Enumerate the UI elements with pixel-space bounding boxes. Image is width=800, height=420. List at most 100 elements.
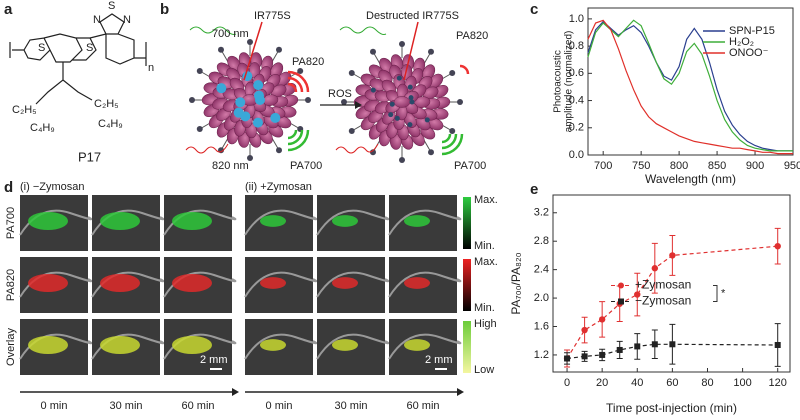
ligand-end — [370, 149, 376, 156]
data-line — [587, 19, 793, 152]
point — [774, 341, 781, 348]
data-line — [587, 20, 793, 152]
fragment — [394, 115, 400, 121]
light-wave — [339, 26, 387, 35]
colorbar-label: High — [474, 318, 497, 330]
panel-label: d — [4, 179, 13, 196]
arrow-head — [355, 101, 362, 109]
x-tick-label: 80 — [701, 377, 713, 389]
fragment — [407, 84, 413, 90]
tissue-outline — [244, 209, 318, 236]
diagram-label: 820 nm — [212, 160, 249, 172]
dye — [216, 83, 227, 94]
ligand-end — [196, 126, 203, 132]
point — [581, 326, 588, 334]
time-label: 30 min — [334, 400, 367, 412]
data-line — [587, 19, 793, 155]
point — [669, 252, 676, 259]
x-tick-label: 120 — [769, 377, 787, 389]
ligand-end — [449, 70, 456, 76]
time-label: 30 min — [109, 400, 142, 412]
ligand-end — [247, 155, 253, 161]
time-label: 60 min — [406, 400, 439, 412]
point — [774, 242, 781, 250]
side-chain: C₄H₉ — [30, 122, 55, 134]
ligand — [423, 139, 431, 151]
y-tick-label: 2.0 — [534, 292, 549, 304]
dye — [240, 111, 251, 122]
y-tick-label: 0.4 — [569, 94, 584, 106]
fragment — [389, 101, 395, 107]
diagram-label: PA820 — [456, 30, 488, 42]
dye — [235, 97, 246, 108]
ligand-end — [196, 68, 203, 74]
diagram-label: ROS — [328, 88, 352, 100]
signal — [404, 277, 430, 289]
x-tick-label: 950 — [784, 160, 800, 172]
time-label: 0 min — [266, 400, 293, 412]
ligand-end — [297, 68, 304, 74]
row-label: PA820 — [5, 269, 17, 301]
nanoparticles — [189, 39, 463, 163]
diagram-label: PA700 — [454, 160, 486, 172]
tissue-outline — [388, 333, 462, 360]
y-tick-label: 2.4 — [534, 264, 549, 276]
point — [581, 353, 588, 360]
bead — [393, 96, 411, 108]
legend-marker — [618, 282, 624, 289]
x-axis-label: Wavelength (nm) — [645, 172, 736, 186]
signal — [332, 215, 358, 227]
fragment — [407, 122, 413, 128]
ligand — [373, 53, 381, 65]
colorbar — [463, 259, 471, 311]
tissue-outline — [316, 333, 390, 360]
dye — [254, 90, 265, 101]
ligand-end — [428, 48, 434, 55]
signal — [100, 336, 140, 354]
group-label: (ii) +Zymosan — [245, 181, 312, 193]
ligand — [271, 137, 279, 149]
signal — [332, 339, 358, 351]
ligand-end — [189, 97, 195, 103]
signal — [172, 274, 212, 292]
fragment — [370, 87, 376, 93]
plot-frame — [552, 194, 791, 373]
ligand — [423, 53, 431, 65]
diagram-label: IR775S — [254, 10, 291, 22]
ligand-end — [348, 128, 355, 134]
ligand-end — [399, 41, 405, 47]
signal — [260, 339, 286, 351]
x-axis-label: Time post-injection (min) — [606, 401, 737, 415]
pointer — [243, 21, 263, 81]
time-label: 60 min — [181, 400, 214, 412]
ligand-end — [247, 39, 253, 45]
x-tick-label: 900 — [746, 160, 764, 172]
point — [564, 355, 571, 362]
legend-label: ONOO⁻ — [729, 47, 769, 59]
signal-arcs — [287, 64, 470, 156]
pointer — [403, 21, 419, 81]
colorbar-label: Min. — [474, 240, 495, 252]
diagram-label: PA700 — [290, 160, 322, 172]
x-tick-label: 800 — [670, 160, 688, 172]
colorbar-label: Low — [474, 364, 494, 376]
side-chain: C₂H₅ — [94, 98, 119, 110]
diagram-label: Destructed IR775S — [366, 10, 459, 22]
ligand-end — [399, 157, 405, 163]
colorbar — [463, 197, 471, 249]
polymer-name: P17 — [78, 149, 101, 164]
point — [634, 343, 641, 350]
image-grid: 0 min 30 min 60 min 2 mm 0 min 30 min 60 min 2 … — [5, 194, 498, 412]
time-label: 0 min — [41, 400, 68, 412]
ligand-end — [348, 70, 355, 76]
ligand-end — [449, 128, 456, 134]
legend-label: +Zymosan — [635, 278, 691, 292]
tissue-outline — [244, 333, 318, 360]
fragment — [408, 95, 414, 101]
legend-label: SPN-P15 — [729, 25, 775, 37]
light-wave — [189, 26, 237, 35]
y-tick-label: 1.2 — [534, 349, 549, 361]
atom-label: S — [108, 0, 115, 12]
time-arrow-head — [232, 388, 239, 396]
